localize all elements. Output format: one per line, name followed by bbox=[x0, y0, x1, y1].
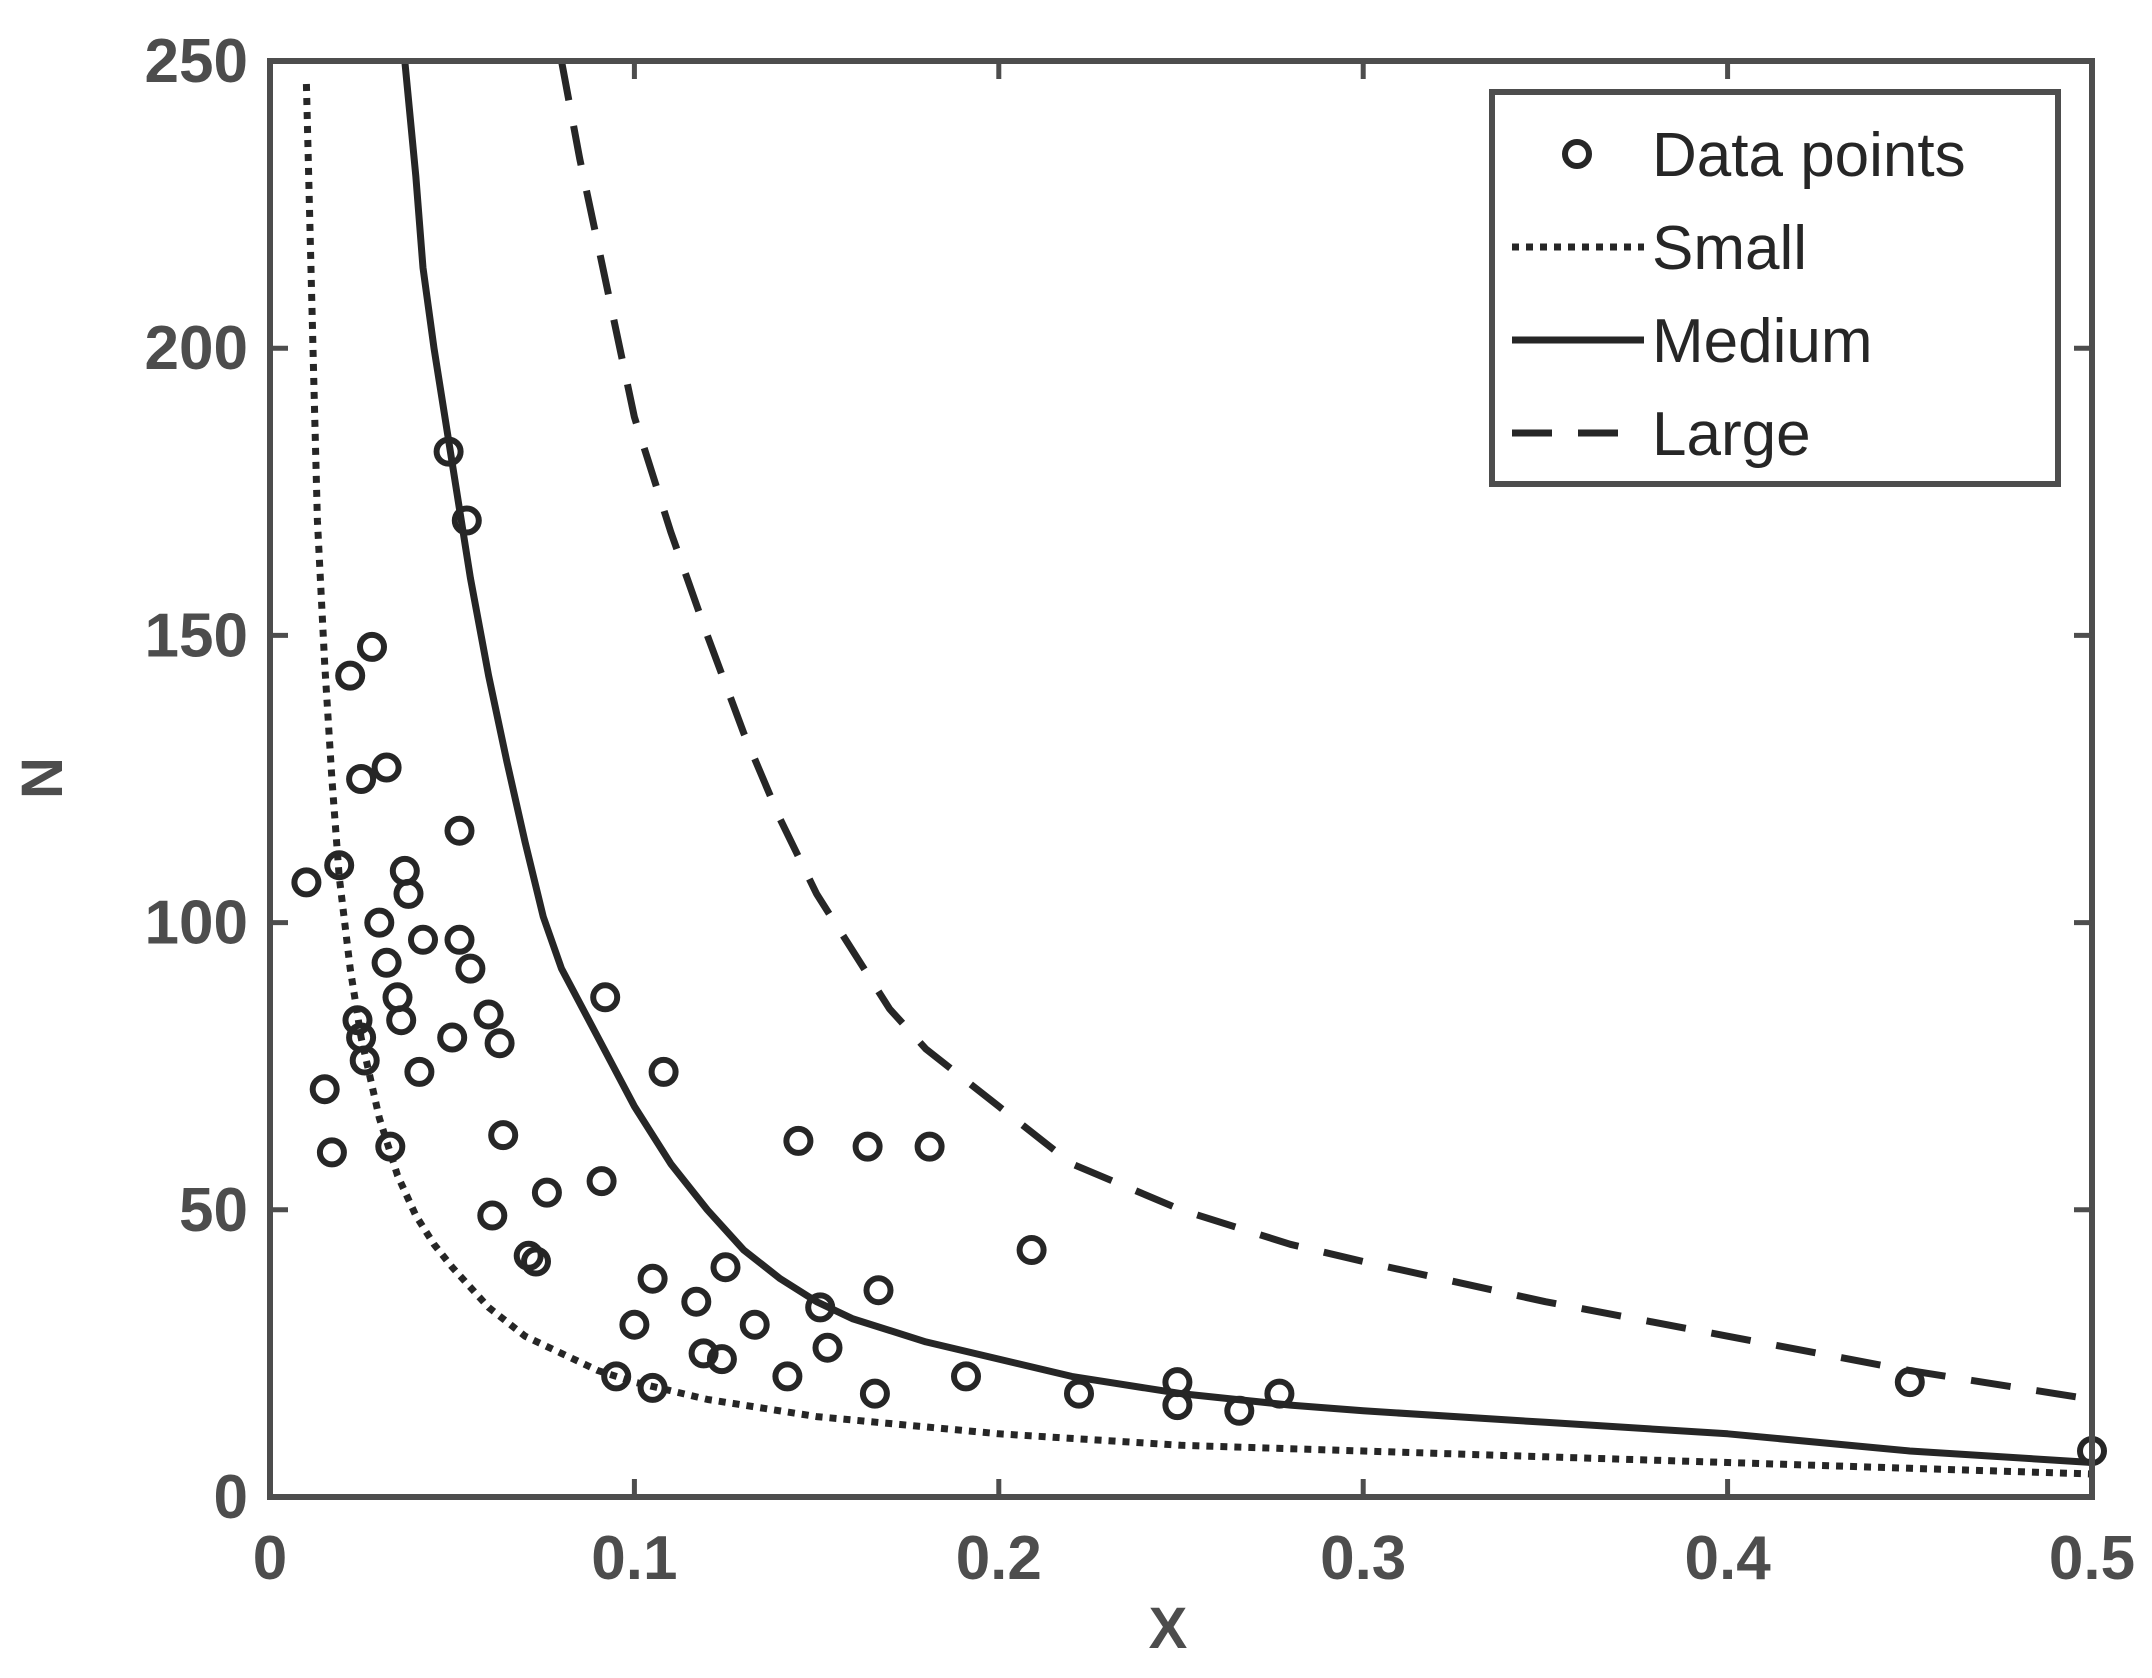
series-lines bbox=[302, 61, 2092, 1478]
x-tick-label: 0.4 bbox=[1684, 1524, 1771, 1593]
plot-frame bbox=[267, 58, 2095, 1500]
data-point bbox=[783, 1125, 814, 1156]
data-point bbox=[951, 1361, 981, 1392]
x-tick-label: 0.1 bbox=[591, 1524, 677, 1593]
x-tick-label: 0.2 bbox=[956, 1524, 1042, 1593]
y-tick-label: 250 bbox=[145, 27, 248, 96]
data-point bbox=[531, 1177, 562, 1208]
data-point bbox=[521, 1246, 551, 1277]
data-point bbox=[637, 1372, 668, 1403]
x-axis-label: X bbox=[1149, 1596, 1188, 1661]
data-point bbox=[772, 1361, 803, 1392]
data-point bbox=[586, 1166, 617, 1197]
data-point bbox=[437, 1022, 468, 1053]
data-point bbox=[335, 660, 366, 691]
data-point bbox=[451, 505, 482, 536]
data-point bbox=[324, 850, 355, 881]
data-point bbox=[444, 815, 475, 846]
data-point bbox=[706, 1344, 737, 1375]
data-point bbox=[1064, 1378, 1094, 1409]
data-point bbox=[444, 924, 475, 955]
data-point bbox=[349, 1045, 380, 1076]
data-point bbox=[648, 1056, 679, 1087]
data-point bbox=[637, 1263, 668, 1294]
legend-label-medium: Medium bbox=[1652, 307, 1873, 376]
data-point bbox=[852, 1131, 883, 1162]
data-point bbox=[473, 999, 504, 1030]
data-point bbox=[371, 947, 402, 978]
x-tick-label: 0.5 bbox=[2049, 1524, 2135, 1593]
legend-label-large: Large bbox=[1652, 400, 1811, 469]
data-point bbox=[590, 982, 621, 1013]
data-point bbox=[309, 1074, 340, 1105]
series-line-large bbox=[558, 61, 2092, 1403]
data-point bbox=[1264, 1378, 1295, 1409]
data-point bbox=[863, 1275, 894, 1306]
data-point bbox=[739, 1309, 770, 1340]
data-point bbox=[1894, 1367, 1925, 1398]
data-point bbox=[812, 1332, 843, 1363]
data-point bbox=[375, 1131, 406, 1162]
legend: Data points Small Medium Large bbox=[1489, 89, 2061, 487]
data-point bbox=[710, 1252, 741, 1283]
data-point bbox=[619, 1309, 650, 1340]
legend-label-small: Small bbox=[1652, 214, 1807, 283]
data-point bbox=[357, 631, 387, 662]
data-point-markers bbox=[291, 436, 2107, 1466]
y-tick-label: 50 bbox=[179, 1176, 248, 1245]
data-point bbox=[393, 878, 424, 909]
data-point bbox=[1162, 1390, 1193, 1421]
data-point bbox=[291, 867, 322, 898]
y-tick-label: 200 bbox=[145, 314, 248, 383]
y-tick-label: 100 bbox=[145, 889, 248, 958]
legend-marker-data-points bbox=[1562, 139, 1592, 169]
axes bbox=[267, 58, 2095, 1500]
y-axis-label: N bbox=[10, 757, 75, 799]
data-point bbox=[371, 752, 402, 783]
data-point bbox=[316, 1137, 347, 1168]
data-point bbox=[408, 924, 438, 955]
legend-label-data-points: Data points bbox=[1652, 121, 1966, 190]
data-point bbox=[859, 1378, 890, 1409]
x-tick-label: 0.3 bbox=[1320, 1524, 1406, 1593]
data-point bbox=[364, 907, 395, 938]
data-point bbox=[688, 1338, 719, 1369]
data-point bbox=[1224, 1395, 1255, 1426]
series-line-medium bbox=[401, 61, 2092, 1466]
data-point bbox=[484, 1028, 515, 1059]
series-line-small bbox=[302, 83, 2092, 1478]
data-point bbox=[477, 1200, 508, 1231]
data-point bbox=[601, 1361, 632, 1392]
data-point bbox=[433, 436, 464, 467]
data-point bbox=[386, 1005, 417, 1036]
data-point bbox=[681, 1286, 712, 1317]
x-tick-label: 0 bbox=[253, 1524, 287, 1593]
data-point bbox=[346, 764, 377, 794]
tick-labels: 0 0.1 0.2 0.3 0.4 0.5 0 50 100 150 200 250 bbox=[145, 27, 2136, 1593]
data-point bbox=[805, 1292, 836, 1323]
data-point bbox=[342, 1005, 373, 1036]
y-tick-label: 0 bbox=[214, 1463, 248, 1532]
data-point bbox=[914, 1131, 945, 1162]
data-point bbox=[1016, 1235, 1047, 1265]
data-point bbox=[455, 953, 486, 984]
data-point bbox=[488, 1120, 519, 1151]
data-point bbox=[404, 1056, 435, 1087]
y-tick-label: 150 bbox=[145, 601, 248, 670]
